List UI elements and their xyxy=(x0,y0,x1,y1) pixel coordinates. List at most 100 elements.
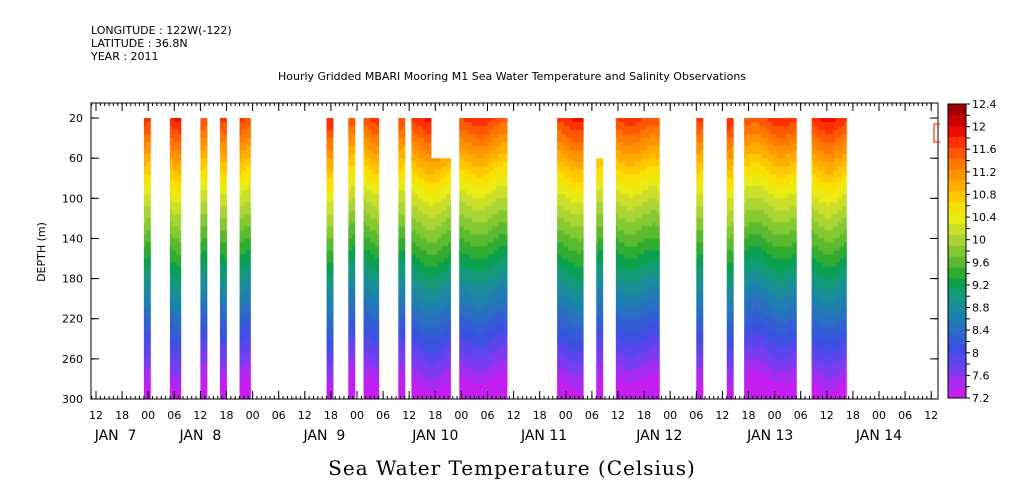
data-cell xyxy=(202,362,206,368)
data-cell xyxy=(496,334,499,340)
data-cell xyxy=(246,122,249,127)
data-cell xyxy=(374,274,377,279)
data-cell xyxy=(480,322,484,328)
data-cell xyxy=(402,174,406,179)
data-cell xyxy=(169,282,173,288)
data-cell xyxy=(496,202,499,207)
data-cell xyxy=(415,162,419,167)
data-cell xyxy=(350,382,354,388)
data-cell xyxy=(485,374,488,380)
data-cell xyxy=(483,318,486,324)
data-cell xyxy=(400,338,404,344)
data-cell xyxy=(444,378,447,384)
chart-title: Hourly Gridded MBARI Mooring M1 Sea Wate… xyxy=(278,70,746,83)
data-cell xyxy=(489,382,493,388)
data-cell xyxy=(241,174,245,179)
data-cell xyxy=(472,198,475,203)
data-cell xyxy=(143,250,147,255)
data-cell xyxy=(489,138,493,143)
data-cell xyxy=(365,342,369,348)
data-cell xyxy=(424,338,427,344)
data-cell xyxy=(176,334,180,340)
data-cell xyxy=(413,318,417,324)
data-cell xyxy=(487,122,491,127)
data-cell xyxy=(239,178,243,183)
data-cell xyxy=(367,314,371,320)
data-cell xyxy=(446,326,449,332)
data-cell xyxy=(352,294,356,300)
data-cell xyxy=(444,194,447,199)
data-cell xyxy=(176,206,180,211)
data-cell xyxy=(146,326,149,332)
data-cell xyxy=(411,274,414,279)
data-cell xyxy=(176,254,180,259)
data-cell xyxy=(480,226,484,231)
data-cell xyxy=(498,238,501,243)
data-cell xyxy=(363,350,367,356)
data-cell xyxy=(491,146,495,151)
data-cell xyxy=(146,298,149,304)
data-cell xyxy=(172,134,175,139)
data-cell xyxy=(433,166,436,171)
data-cell xyxy=(485,238,488,243)
data-cell xyxy=(480,190,484,195)
data-cell xyxy=(467,358,471,364)
data-cell xyxy=(372,282,375,288)
data-cell xyxy=(472,294,475,300)
data-cell xyxy=(413,374,417,380)
data-cell xyxy=(239,394,243,399)
data-cell xyxy=(428,254,432,259)
data-cell xyxy=(437,354,441,360)
data-cell xyxy=(413,326,417,332)
data-cell xyxy=(420,286,423,292)
data-cell xyxy=(426,138,430,143)
data-cell xyxy=(437,270,441,275)
data-cell xyxy=(246,302,249,308)
data-cell xyxy=(461,134,464,139)
data-cell xyxy=(200,358,203,364)
data-cell xyxy=(411,394,414,399)
data-cell xyxy=(365,254,369,259)
data-cell xyxy=(328,238,332,243)
data-cell xyxy=(350,302,354,308)
data-cell xyxy=(328,186,332,191)
data-cell xyxy=(174,326,177,332)
data-cell xyxy=(400,166,404,171)
data-cell xyxy=(411,238,414,243)
data-cell xyxy=(222,370,225,376)
data-cell xyxy=(461,390,464,396)
data-cell xyxy=(444,278,447,283)
data-cell xyxy=(330,362,334,368)
data-cell xyxy=(446,290,449,296)
data-cell xyxy=(200,374,203,380)
data-cell xyxy=(480,314,484,320)
data-cell xyxy=(444,334,447,340)
data-cell xyxy=(417,366,421,372)
data-cell xyxy=(476,306,480,312)
data-cell xyxy=(430,258,434,263)
data-cell xyxy=(328,382,332,388)
data-cell xyxy=(496,386,499,392)
data-cell xyxy=(487,142,491,147)
data-cell xyxy=(461,218,464,223)
data-cell xyxy=(496,230,499,235)
data-cell xyxy=(491,214,495,219)
data-cell xyxy=(239,310,243,316)
data-cell xyxy=(169,170,173,175)
data-cell xyxy=(174,346,177,352)
data-cell xyxy=(461,326,464,332)
data-cell xyxy=(463,298,467,304)
data-cell xyxy=(411,362,414,368)
data-cell xyxy=(400,318,404,324)
data-cell xyxy=(413,134,417,139)
data-cell xyxy=(143,302,147,308)
data-cell xyxy=(350,154,354,159)
data-cell xyxy=(413,286,417,292)
data-cell xyxy=(500,122,504,127)
data-cell xyxy=(411,150,414,155)
data-cell xyxy=(487,154,491,159)
data-cell xyxy=(148,234,151,239)
data-cell xyxy=(200,306,203,312)
data-cell xyxy=(465,162,469,167)
data-cell xyxy=(461,354,464,360)
